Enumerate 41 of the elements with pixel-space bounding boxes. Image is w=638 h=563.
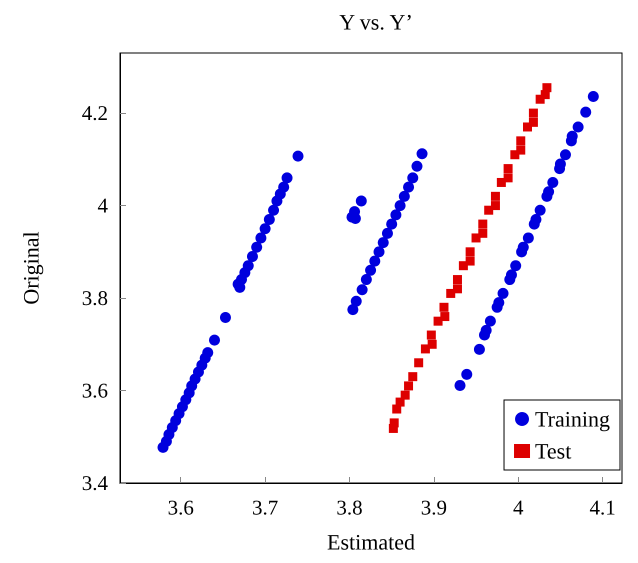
point xyxy=(408,372,418,382)
x-tick-label: 3.8 xyxy=(336,496,363,520)
x-tick-label: 3.7 xyxy=(252,496,278,520)
point xyxy=(466,256,475,266)
point xyxy=(440,312,450,322)
point xyxy=(452,284,462,294)
legend-label: Test xyxy=(535,438,572,464)
point xyxy=(404,381,414,390)
x-axis-title: Estimated xyxy=(327,530,415,554)
point xyxy=(504,173,513,182)
point xyxy=(426,330,436,340)
y-tick-label: 3.4 xyxy=(82,471,108,495)
y-axis-title: Original xyxy=(18,231,44,305)
y-tick-label: 3.8 xyxy=(82,286,108,310)
y-tick-label: 3.6 xyxy=(82,378,108,403)
point xyxy=(516,136,526,146)
y-tick-label: 4 xyxy=(98,194,108,218)
point xyxy=(490,192,500,201)
point xyxy=(452,275,462,284)
chart-title: Y vs. Y’ xyxy=(339,10,413,34)
point xyxy=(396,398,405,407)
legend-label: Training xyxy=(535,406,610,432)
point xyxy=(400,390,410,400)
point xyxy=(540,90,550,100)
point xyxy=(528,118,538,127)
x-tick-label: 3.9 xyxy=(420,496,447,520)
point xyxy=(478,220,488,229)
point xyxy=(390,418,399,428)
point xyxy=(490,201,500,210)
x-tick-label: 4.1 xyxy=(589,496,616,520)
point xyxy=(439,302,448,312)
point xyxy=(414,358,424,368)
point xyxy=(428,340,437,349)
point xyxy=(478,228,488,238)
point xyxy=(504,164,513,174)
x-tick-label: 4 xyxy=(512,496,524,520)
y-tick-label: 4.2 xyxy=(82,101,108,126)
point xyxy=(516,146,526,155)
x-tick-label: 3.6 xyxy=(168,496,194,520)
point xyxy=(528,108,538,118)
point xyxy=(466,247,475,256)
